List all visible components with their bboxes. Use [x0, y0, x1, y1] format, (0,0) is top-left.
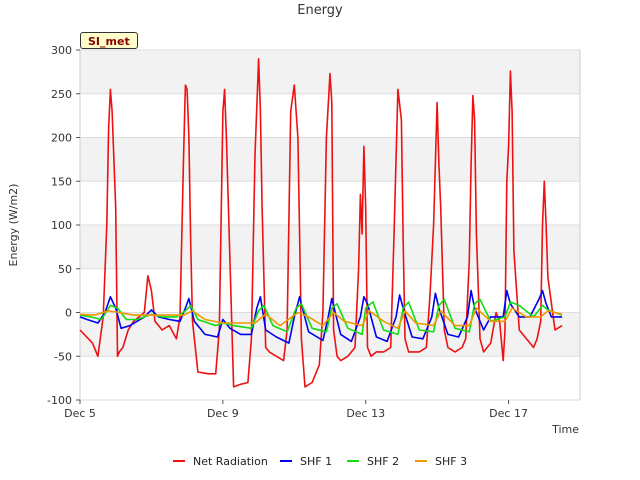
- background-band: [80, 137, 580, 182]
- series-lines: [79, 57, 563, 388]
- y-tick-label: 50: [58, 263, 72, 276]
- background-band: [80, 225, 580, 269]
- series-line-shf-1: [79, 289, 563, 344]
- x-tick-label: Dec 5: [64, 407, 96, 420]
- chart-title: Energy: [297, 3, 343, 18]
- y-tick-label: -100: [47, 394, 72, 407]
- gridlines: [80, 49, 580, 401]
- y-axis-ticks: -100 -50 0 50 100 150 200 250 300: [47, 44, 80, 407]
- legend-label: SHF 1: [300, 455, 332, 468]
- y-tick-label: 200: [51, 132, 72, 145]
- x-tick-label: Dec 9: [207, 407, 239, 420]
- series-line-net-radiation: [79, 57, 563, 388]
- y-tick-label: 0: [65, 307, 72, 320]
- series-line-shf-3: [79, 307, 563, 330]
- y-axis-label: Energy (W/m2): [7, 184, 20, 267]
- legend-label: SHF 3: [435, 455, 467, 468]
- y-tick-label: 100: [51, 219, 72, 232]
- legend-label: SHF 2: [367, 455, 399, 468]
- y-tick-label: 300: [51, 44, 72, 57]
- x-tick-label: Dec 13: [346, 407, 385, 420]
- legend: Net Radiation SHF 1 SHF 2 SHF 3: [173, 455, 467, 468]
- y-tick-label: 150: [51, 175, 72, 188]
- series-line-shf-2: [79, 298, 563, 336]
- site-badge: SI_met: [80, 32, 138, 49]
- y-tick-label: -50: [54, 350, 72, 363]
- x-axis-label: Time: [551, 423, 579, 436]
- y-tick-label: 250: [51, 88, 72, 101]
- x-axis-ticks: Dec 5 Dec 9 Dec 13 Dec 17: [64, 400, 528, 420]
- x-tick-label: Dec 17: [489, 407, 528, 420]
- legend-label: Net Radiation: [193, 455, 268, 468]
